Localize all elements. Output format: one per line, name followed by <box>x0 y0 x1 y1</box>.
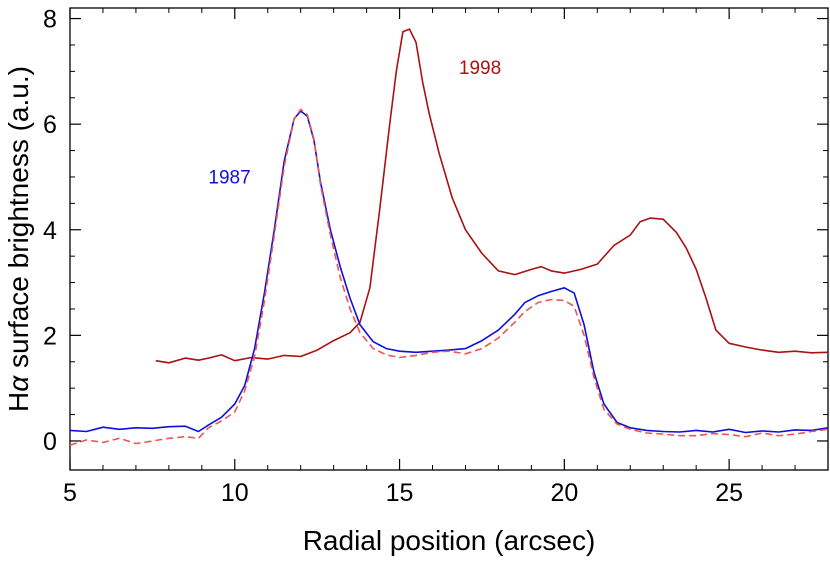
x-axis-title: Radial position (arcsec) <box>303 525 596 556</box>
x-tick-label: 15 <box>386 479 414 507</box>
series-label-1987: 1987 <box>208 167 250 188</box>
label-layer: 5 10 15 20 25 0 2 4 6 8 1998 1987 <box>43 6 743 507</box>
y-tick-label: 8 <box>43 6 57 34</box>
series-label-1998: 1998 <box>459 58 501 79</box>
plot-frame <box>69 7 829 471</box>
series-line-fit <box>69 108 829 446</box>
y-tick-label: 6 <box>43 111 57 139</box>
tick-layer <box>69 8 829 470</box>
y-axis-title: Hα surface brightness (a.u.) <box>3 66 34 412</box>
x-tick-label: 25 <box>715 479 743 507</box>
series-line-1987 <box>69 110 829 434</box>
y-axis-title-greek: α <box>3 375 34 392</box>
x-tick-label: 5 <box>63 479 77 507</box>
series-line-1998 <box>155 28 829 364</box>
series-layer <box>69 28 829 446</box>
y-axis-title-rest: surface brightness (a.u.) <box>3 66 34 376</box>
y-axis-title-prefix: H <box>3 392 34 412</box>
x-tick-label: 20 <box>550 479 578 507</box>
y-tick-label: 2 <box>43 322 57 350</box>
y-tick-label: 4 <box>43 217 57 245</box>
y-tick-label: 0 <box>43 428 57 456</box>
x-tick-label: 10 <box>221 479 249 507</box>
